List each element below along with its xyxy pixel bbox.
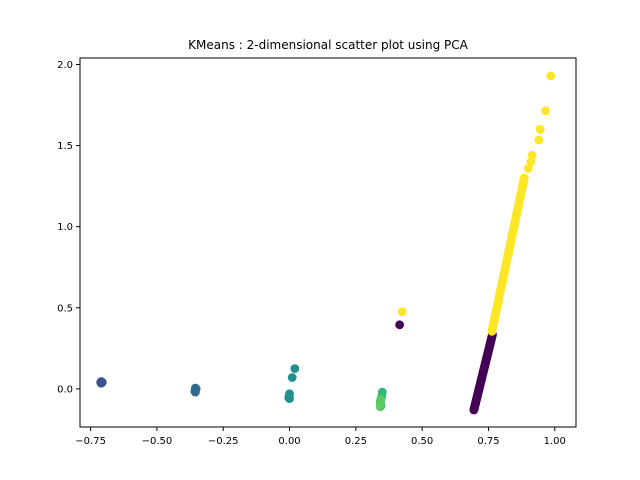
scatter-point-cluster-5 (375, 402, 385, 412)
y-tick-label: 0.5 (57, 303, 73, 314)
scatter-point-cluster-6 (519, 173, 529, 183)
y-tick-label: 2.0 (57, 60, 73, 71)
chart-title: KMeans : 2-dimensional scatter plot usin… (188, 38, 469, 52)
x-tick-label: 0.50 (411, 436, 433, 447)
scatter-point-cluster-1 (96, 377, 106, 387)
scatter-point-cluster-6 (546, 71, 556, 81)
x-tick-label: 0.00 (278, 436, 300, 447)
x-tick-label: −0.75 (75, 436, 106, 447)
y-tick-label: 1.0 (57, 222, 73, 233)
scatter-point-cluster-3 (287, 373, 297, 382)
x-tick-label: −0.50 (142, 436, 173, 447)
scatter-point-cluster-3 (285, 394, 294, 404)
x-axis: −0.75 −0.50 −0.25 0.00 0.25 0.50 0.75 1.00 (75, 427, 566, 447)
y-tick-label: 0.0 (57, 384, 73, 395)
y-axis: 0.0 0.5 1.0 1.5 2.0 (57, 60, 80, 395)
scatter-point-cluster-6 (397, 307, 407, 317)
y-tick-label: 1.5 (57, 141, 73, 152)
x-tick-label: 0.75 (477, 436, 499, 447)
scatter-point-cluster-2 (190, 386, 200, 396)
plot-frame (79, 57, 577, 428)
x-tick-label: 1.00 (544, 436, 566, 447)
x-tick-label: −0.25 (208, 436, 239, 447)
scatter-point-cluster-6 (535, 124, 545, 134)
scatter-point-cluster-3 (290, 364, 300, 374)
scatter-point-cluster-6 (534, 135, 544, 145)
scatter-point-cluster-6 (541, 106, 550, 116)
scatter-point-cluster-0 (395, 320, 405, 330)
scatter-point-cluster-6 (523, 163, 533, 173)
x-tick-label: 0.25 (345, 436, 367, 447)
scatter-points (96, 71, 556, 415)
